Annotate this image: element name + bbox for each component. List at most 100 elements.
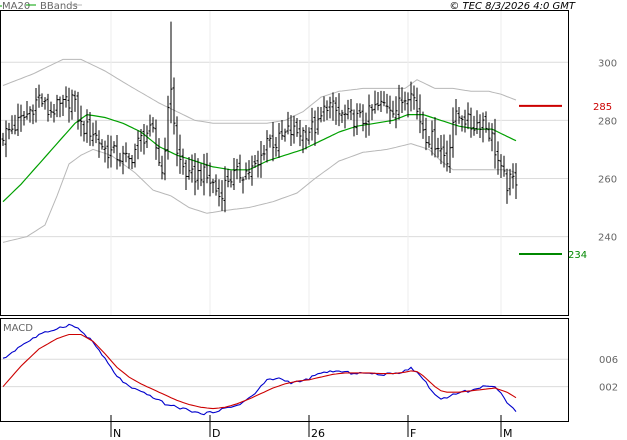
ohlc-bar (514, 163, 518, 200)
ohlc-bar (340, 109, 344, 123)
price-panel-frame (0, 10, 569, 316)
support-resistance-levels: 285 234 (519, 102, 612, 261)
ohlc-bar (55, 94, 59, 118)
ohlc-bar (259, 141, 263, 178)
x-tick-label: D (212, 427, 220, 440)
ohlc-bar (211, 178, 215, 194)
ohlc-bar (49, 101, 53, 118)
ohlc-bar (145, 125, 149, 149)
ohlc-bar (193, 153, 197, 196)
ohlc-bar (31, 104, 35, 125)
ohlc-bar (505, 168, 509, 204)
ohlc-bar (301, 127, 305, 154)
ohlc-bar (253, 155, 257, 168)
ohlc-bar (103, 140, 107, 163)
ohlc-bar (136, 130, 140, 160)
ohlc-bar (457, 106, 461, 124)
ohlc-bar (229, 170, 233, 188)
ohlc-bar (1, 132, 5, 146)
x-tick-label: N (113, 427, 121, 440)
ohlc-bar (199, 163, 203, 187)
ohlc-bar (451, 107, 455, 158)
ohlc-bar (139, 129, 143, 152)
bbands-legend-label: BBands (40, 1, 78, 12)
ohlc-bar (217, 179, 221, 207)
ohlc-bar (205, 152, 209, 184)
resistance-label: 285 (593, 102, 612, 113)
ohlc-bar (154, 119, 158, 160)
ohlc-bar (187, 156, 191, 180)
price-y-tick-labels: 240 260 280 300 (598, 58, 617, 243)
ohlc-bar (403, 91, 407, 111)
ohlc-bar (271, 122, 275, 162)
ohlc-bar (328, 96, 332, 119)
ohlc-bar (349, 98, 353, 120)
ohlc-bar (100, 139, 104, 150)
ohlc-bar (337, 93, 341, 127)
ohlc-bar (178, 134, 182, 174)
ohlc-bar (70, 89, 74, 120)
ohlc-bar (184, 159, 188, 190)
price-y-tick-label: 280 (598, 116, 617, 127)
ohlc-bar (235, 158, 239, 180)
ohlc-bar (292, 115, 296, 144)
ohlc-bar (379, 90, 383, 113)
bb-lower-line (2, 143, 517, 243)
ohlc-bar (388, 95, 392, 125)
ohlc-bars (1, 21, 518, 213)
ohlc-bar (37, 84, 41, 108)
ohlc-bar (61, 94, 65, 117)
ohlc-bar (106, 134, 110, 169)
bb-upper-line (2, 58, 517, 124)
ohlc-bar (244, 162, 248, 180)
ohlc-bar (76, 91, 80, 130)
ohlc-bar (91, 122, 95, 147)
ohlc-bar (7, 122, 11, 140)
ohlc-bar (454, 99, 458, 136)
ohlc-bar (343, 104, 347, 129)
ohlc-bar (322, 96, 326, 122)
ohlc-bar (295, 117, 299, 137)
ohlc-bar (421, 111, 425, 139)
ohlc-bar (268, 134, 272, 148)
signal-line (2, 333, 517, 410)
ohlc-bar (412, 85, 416, 110)
macd-title: MACD (3, 323, 33, 334)
ohlc-bar (508, 168, 512, 196)
ohlc-bar (448, 134, 452, 173)
x-tick-label: F (410, 427, 416, 440)
macd-y-tick-label: 002 (599, 383, 618, 394)
ohlc-bar (127, 153, 131, 169)
macd-panel: MACD 002 006 (0, 318, 618, 422)
ohlc-bar (496, 141, 500, 175)
ohlc-bar (409, 81, 413, 112)
ohlc-bar (502, 155, 506, 177)
ohlc-bar (79, 105, 83, 137)
ohlc-bar (121, 145, 125, 175)
price-y-tick-label: 260 (598, 174, 617, 185)
ohlc-bar (319, 107, 323, 123)
ohlc-bar (385, 93, 389, 114)
ohlc-bar (436, 137, 440, 158)
ohlc-bar (373, 90, 377, 114)
ohlc-bar (304, 125, 308, 150)
bollinger-bands (2, 58, 517, 243)
ohlc-bar (220, 180, 224, 211)
ohlc-bar (190, 154, 194, 183)
ohlc-bar (97, 130, 101, 158)
ohlc-bar (325, 100, 329, 121)
ohlc-bar (16, 103, 20, 136)
ohlc-bar (166, 95, 170, 160)
ohlc-bar (490, 123, 494, 152)
ohlc-bar (283, 128, 287, 142)
ohlc-bar (442, 134, 446, 168)
ohlc-bar (157, 138, 161, 167)
ohlc-bar (241, 176, 245, 194)
ohlc-bar (391, 100, 395, 118)
ohlc-bar (478, 114, 482, 139)
ohlc-bar (382, 91, 386, 107)
ohlc-bar (256, 150, 260, 178)
ohlc-bar (130, 155, 134, 170)
ohlc-bar (202, 153, 206, 196)
